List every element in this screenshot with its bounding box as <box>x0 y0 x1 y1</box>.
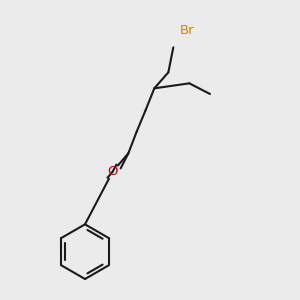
Text: O: O <box>107 165 118 178</box>
Text: Br: Br <box>180 24 195 37</box>
